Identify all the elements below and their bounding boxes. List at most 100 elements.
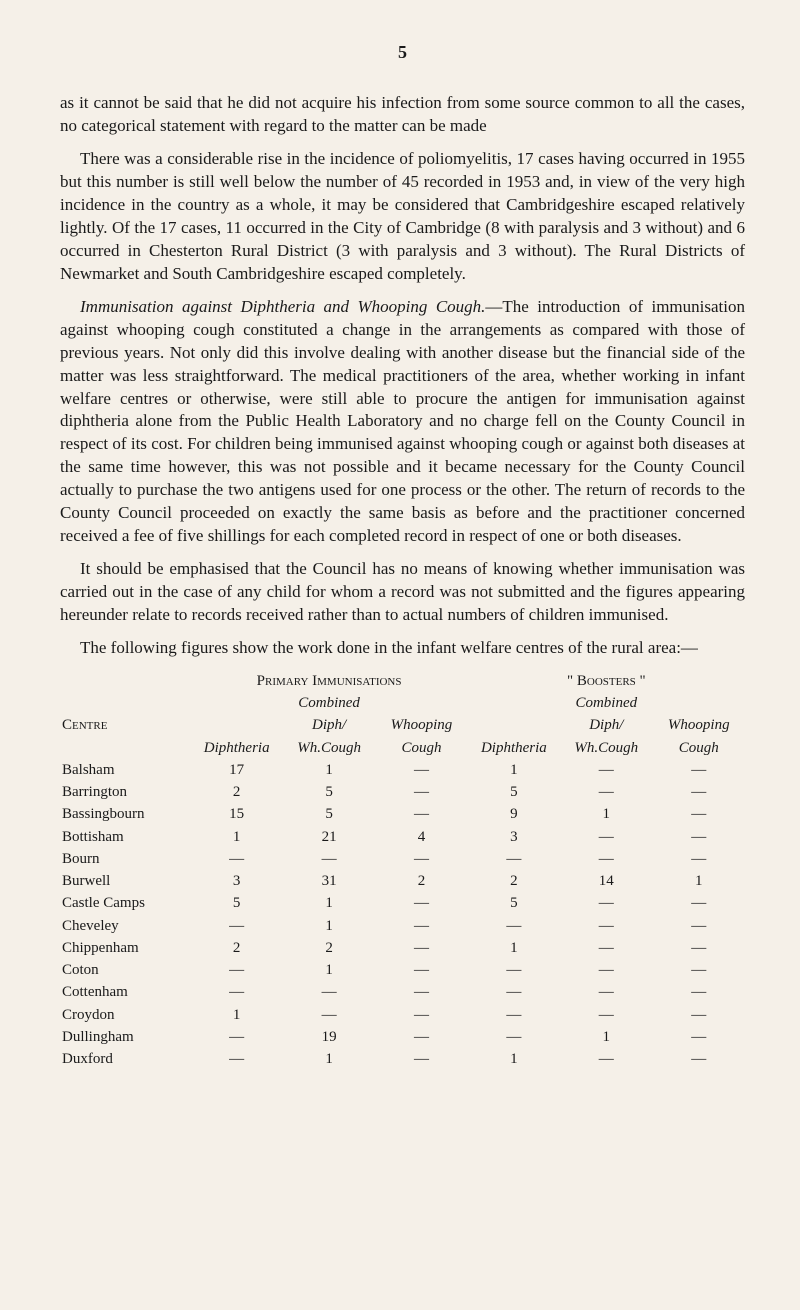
data-cell: — [283, 1004, 375, 1026]
data-cell: — [468, 1004, 560, 1026]
table-group-header-row: Primary Immunisations " Boosters " [60, 670, 745, 692]
data-cell: — [653, 826, 746, 848]
table-subheader-row-1: Combined Combined [60, 692, 745, 714]
data-cell: — [190, 848, 282, 870]
data-cell: 31 [283, 870, 375, 892]
centre-header: Centre [60, 714, 190, 736]
data-cell: — [560, 848, 652, 870]
data-cell: — [375, 803, 467, 825]
data-cell: — [283, 981, 375, 1003]
data-cell: 3 [190, 870, 282, 892]
data-cell: — [653, 781, 746, 803]
data-cell: 5 [283, 803, 375, 825]
table-row: Coton—1———— [60, 959, 745, 981]
data-cell: — [653, 937, 746, 959]
group-header-boosters: " Boosters " [468, 670, 745, 692]
centre-cell: Castle Camps [60, 892, 190, 914]
data-cell: — [375, 1026, 467, 1048]
centre-cell: Balsham [60, 759, 190, 781]
whooping-header-2: Whooping [653, 714, 746, 736]
centre-cell: Cottenham [60, 981, 190, 1003]
whcough-header-1: Wh.Cough [283, 737, 375, 759]
combined-label-2: Combined [560, 692, 652, 714]
centre-cell: Bourn [60, 848, 190, 870]
data-cell: 1 [283, 1048, 375, 1070]
data-cell: — [653, 892, 746, 914]
data-cell: 1 [283, 759, 375, 781]
data-cell: — [375, 892, 467, 914]
data-cell: 1 [190, 1004, 282, 1026]
data-cell: 3 [468, 826, 560, 848]
data-cell: — [375, 959, 467, 981]
data-cell: — [375, 848, 467, 870]
data-cell: — [190, 1048, 282, 1070]
data-cell: — [653, 1026, 746, 1048]
data-cell: 1 [560, 1026, 652, 1048]
data-cell: 2 [375, 870, 467, 892]
data-cell: 2 [283, 937, 375, 959]
table-row: Duxford—1—1—— [60, 1048, 745, 1070]
combined-label-1: Combined [283, 692, 375, 714]
data-cell: 1 [283, 959, 375, 981]
data-cell: 15 [190, 803, 282, 825]
paragraph-2: There was a considerable rise in the inc… [60, 148, 745, 286]
data-cell: — [560, 1048, 652, 1070]
cough-header-2: Cough [653, 737, 746, 759]
group-header-primary: Primary Immunisations [190, 670, 467, 692]
data-cell: — [653, 1004, 746, 1026]
data-cell: — [560, 959, 652, 981]
data-cell: — [190, 959, 282, 981]
centre-cell: Cheveley [60, 915, 190, 937]
data-cell: — [375, 1048, 467, 1070]
diph-header-2: Diph/ [560, 714, 652, 736]
cough-header-1: Cough [375, 737, 467, 759]
centre-cell: Bassingbourn [60, 803, 190, 825]
data-cell: — [375, 915, 467, 937]
table-subheader-row-3: Diphtheria Wh.Cough Cough Diphtheria Wh.… [60, 737, 745, 759]
data-cell: — [190, 1026, 282, 1048]
table-row: Croydon1————— [60, 1004, 745, 1026]
data-cell: 5 [468, 781, 560, 803]
data-cell: 2 [190, 781, 282, 803]
data-cell: — [653, 1048, 746, 1070]
data-cell: — [468, 915, 560, 937]
diphtheria-header-2: Diphtheria [468, 737, 560, 759]
centre-cell: Coton [60, 959, 190, 981]
table-row: Chippenham22—1—— [60, 937, 745, 959]
data-cell: 2 [190, 937, 282, 959]
centre-cell: Chippenham [60, 937, 190, 959]
table-row: Bassingbourn155—91— [60, 803, 745, 825]
table-row: Balsham171—1—— [60, 759, 745, 781]
data-cell: — [560, 781, 652, 803]
data-cell: — [375, 759, 467, 781]
data-cell: 19 [283, 1026, 375, 1048]
centre-cell: Bottisham [60, 826, 190, 848]
diphtheria-header-1: Diphtheria [190, 737, 282, 759]
table-row: Bottisham12143—— [60, 826, 745, 848]
centre-cell: Dullingham [60, 1026, 190, 1048]
data-cell: — [560, 937, 652, 959]
data-cell: — [653, 759, 746, 781]
centre-cell: Duxford [60, 1048, 190, 1070]
table-row: Bourn—————— [60, 848, 745, 870]
data-cell: — [653, 981, 746, 1003]
paragraph-3-body: —The introduction of immunisation agains… [60, 297, 745, 545]
paragraph-1: as it cannot be said that he did not acq… [60, 92, 745, 138]
centre-cell: Burwell [60, 870, 190, 892]
section-heading: Immunisation against Diphtheria and Whoo… [80, 297, 485, 316]
data-cell: — [375, 781, 467, 803]
paragraph-4: It should be emphasised that the Council… [60, 558, 745, 627]
data-cell: 21 [283, 826, 375, 848]
data-cell: 1 [560, 803, 652, 825]
data-cell: 9 [468, 803, 560, 825]
data-cell: — [468, 959, 560, 981]
data-cell: — [375, 937, 467, 959]
table-row: Cottenham—————— [60, 981, 745, 1003]
data-cell: 4 [375, 826, 467, 848]
data-cell: — [375, 1004, 467, 1026]
table-subheader-row-2: Centre Diph/ Whooping Diph/ Whooping [60, 714, 745, 736]
data-cell: — [653, 915, 746, 937]
whcough-header-2: Wh.Cough [560, 737, 652, 759]
table-row: Castle Camps51—5—— [60, 892, 745, 914]
data-cell: — [560, 759, 652, 781]
